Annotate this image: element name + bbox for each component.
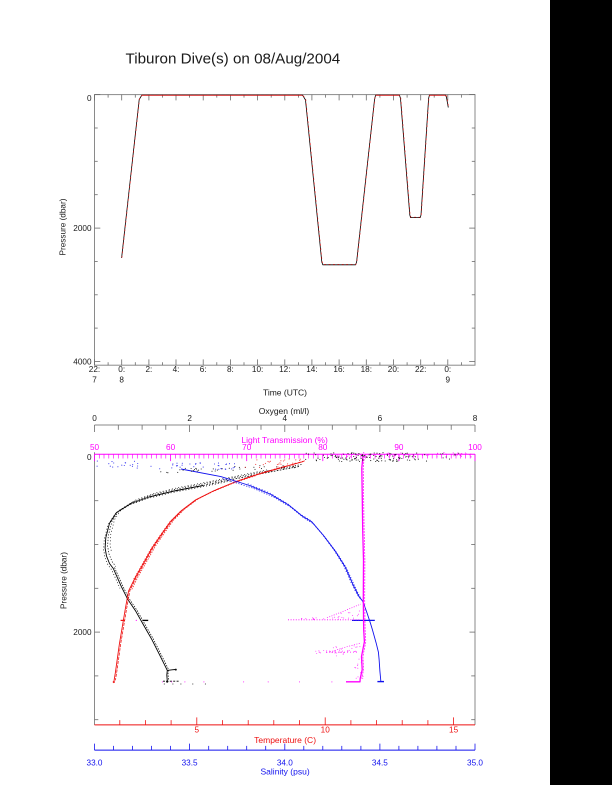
svg-text:18:: 18: bbox=[361, 365, 372, 374]
svg-text:5: 5 bbox=[195, 726, 200, 735]
svg-text:34.0: 34.0 bbox=[277, 759, 293, 768]
svg-text:0: 0 bbox=[87, 453, 92, 462]
svg-text:7: 7 bbox=[92, 376, 97, 385]
svg-text:2000: 2000 bbox=[73, 224, 92, 233]
svg-text:10:: 10: bbox=[252, 365, 263, 374]
svg-text:Light Transmission (%): Light Transmission (%) bbox=[241, 435, 328, 445]
svg-text:6: 6 bbox=[378, 414, 383, 423]
svg-text:70: 70 bbox=[242, 443, 252, 452]
svg-text:8: 8 bbox=[473, 414, 478, 423]
svg-text:2000: 2000 bbox=[73, 628, 92, 637]
svg-text:12:: 12: bbox=[279, 365, 290, 374]
svg-text:2:: 2: bbox=[145, 365, 152, 374]
svg-text:8:: 8: bbox=[227, 365, 234, 374]
svg-text:80: 80 bbox=[318, 443, 328, 452]
svg-text:50: 50 bbox=[90, 443, 100, 452]
svg-text:Pressure (dbar): Pressure (dbar) bbox=[60, 552, 69, 609]
svg-text:90: 90 bbox=[394, 443, 404, 452]
svg-text:14:: 14: bbox=[306, 365, 317, 374]
svg-text:60: 60 bbox=[166, 443, 176, 452]
svg-text:0:: 0: bbox=[118, 365, 125, 374]
svg-text:9: 9 bbox=[446, 376, 451, 385]
svg-text:35.0: 35.0 bbox=[467, 759, 483, 768]
svg-text:4: 4 bbox=[283, 414, 288, 423]
svg-text:15: 15 bbox=[449, 726, 459, 735]
svg-text:4:: 4: bbox=[173, 365, 180, 374]
svg-text:Salinity (psu): Salinity (psu) bbox=[261, 767, 310, 777]
svg-text:2: 2 bbox=[187, 414, 192, 423]
svg-text:16:: 16: bbox=[333, 365, 344, 374]
svg-text:4000: 4000 bbox=[73, 357, 92, 366]
svg-text:6:: 6: bbox=[200, 365, 207, 374]
svg-text:Oxygen (ml/l): Oxygen (ml/l) bbox=[259, 406, 310, 416]
svg-text:0: 0 bbox=[92, 414, 97, 423]
svg-text:33.5: 33.5 bbox=[182, 759, 198, 768]
svg-text:100: 100 bbox=[468, 443, 482, 452]
svg-text:Time (UTC): Time (UTC) bbox=[263, 388, 307, 398]
svg-text:Temperature (C): Temperature (C) bbox=[254, 735, 316, 745]
svg-text:33.0: 33.0 bbox=[87, 759, 103, 768]
svg-text:34.5: 34.5 bbox=[372, 759, 388, 768]
svg-text:Tiburon Dive(s) on 08/Aug/2004: Tiburon Dive(s) on 08/Aug/2004 bbox=[126, 51, 341, 68]
svg-text:10: 10 bbox=[321, 726, 331, 735]
svg-text:Pressure (dbar): Pressure (dbar) bbox=[59, 198, 68, 255]
svg-text:22:: 22: bbox=[415, 365, 426, 374]
svg-text:22:: 22: bbox=[89, 365, 100, 374]
svg-text:20:: 20: bbox=[388, 365, 399, 374]
svg-text:0:: 0: bbox=[444, 365, 451, 374]
svg-text:8: 8 bbox=[119, 376, 124, 385]
svg-text:0: 0 bbox=[87, 94, 92, 103]
